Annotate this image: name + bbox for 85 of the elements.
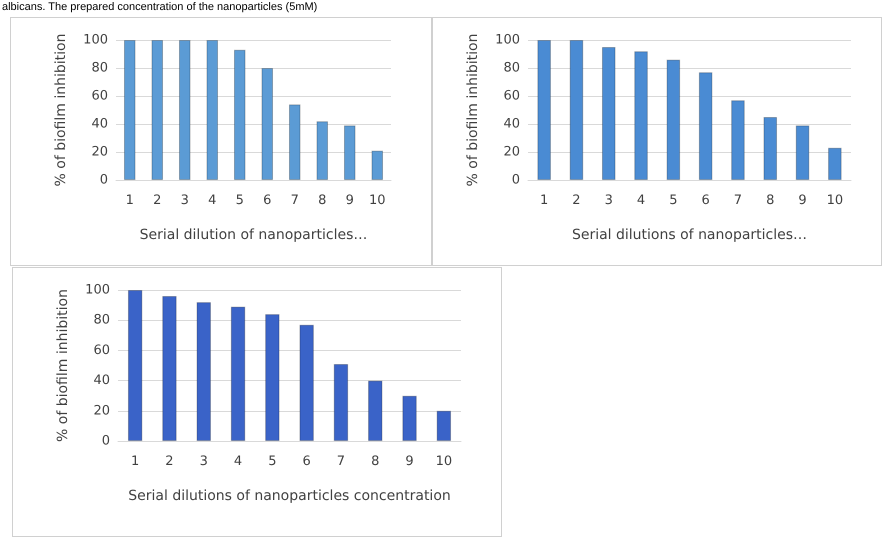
y-tick-label: 100 — [495, 32, 520, 48]
x-tick-label: 5 — [669, 193, 678, 208]
bar — [828, 148, 842, 180]
x-tick-label: 6 — [302, 454, 311, 469]
y-tick-label: 100 — [85, 282, 110, 298]
bar — [265, 314, 280, 441]
bar — [698, 72, 712, 180]
bar — [288, 104, 301, 180]
x-tick-label: 8 — [318, 193, 326, 208]
x-tick-label: 2 — [153, 193, 162, 208]
x-tick-label: 3 — [200, 454, 208, 469]
x-tick-label: 8 — [371, 454, 380, 469]
y-tick-label: 80 — [93, 312, 110, 328]
bar — [796, 125, 810, 180]
bar — [602, 47, 616, 180]
y-tick-label: 0 — [102, 434, 110, 448]
x-tick-label: 5 — [236, 193, 244, 208]
y-tick-label: 20 — [93, 403, 110, 418]
x-tick-label: 6 — [263, 193, 272, 208]
x-tick-label: 5 — [268, 454, 276, 469]
y-tick-label: 80 — [503, 60, 520, 76]
y-tick-label: 0 — [512, 172, 520, 188]
x-tick-label: 4 — [636, 193, 646, 208]
x-tick-label: 10 — [368, 193, 386, 208]
x-tick-label: 1 — [126, 193, 134, 208]
x-tick-label: 7 — [336, 454, 346, 469]
bar — [371, 150, 384, 180]
bar — [234, 50, 246, 180]
bar — [261, 68, 274, 180]
bar — [666, 60, 680, 180]
y-axis-title: % of biofilm inhibition — [465, 34, 481, 186]
y-tick-label: 100 — [83, 32, 108, 48]
x-tick-label: 3 — [604, 193, 613, 208]
y-tick-label: 40 — [91, 116, 108, 132]
x-axis-title: Serial dilutions of nanoparticles… — [572, 227, 808, 243]
x-tick-label: 3 — [180, 193, 189, 208]
bar — [196, 302, 211, 441]
x-tick-label: 9 — [346, 193, 354, 208]
y-tick-label: 0 — [100, 172, 108, 188]
bar — [128, 290, 142, 441]
bar — [334, 364, 348, 441]
x-tick-label: 8 — [766, 193, 774, 208]
bar — [537, 40, 551, 180]
x-tick-label: 7 — [734, 193, 742, 208]
bar — [344, 125, 356, 180]
y-tick-label: 40 — [503, 116, 520, 132]
x-tick-label: 9 — [405, 454, 414, 469]
x-tick-label: 9 — [798, 193, 807, 208]
bar — [230, 306, 246, 441]
x-axis-title: Serial dilutions of nanoparticles concentration — [128, 488, 451, 504]
y-tick-label: 20 — [503, 144, 520, 160]
x-axis-title: Serial dilution of nanoparticles… — [140, 227, 368, 243]
bar — [206, 40, 218, 180]
bar — [436, 410, 452, 441]
bar — [763, 117, 778, 180]
x-tick-label: 6 — [702, 193, 710, 208]
bar — [124, 40, 136, 180]
y-axis-title: % of biofilm inhibition — [53, 34, 69, 186]
y-tick-label: 20 — [91, 144, 108, 160]
y-tick-label: 60 — [91, 88, 108, 104]
y-tick-label: 80 — [91, 60, 108, 76]
bar — [731, 100, 745, 180]
x-tick-label: 2 — [165, 454, 174, 469]
x-tick-label: 10 — [826, 193, 844, 208]
x-tick-label: 1 — [131, 454, 140, 469]
text: albicans. The prepared concentration of the nanoparticles (5mM) — [2, 1, 318, 14]
bar — [299, 324, 314, 441]
x-tick-label: 4 — [208, 193, 216, 208]
y-tick-label: 60 — [503, 88, 520, 104]
y-tick-label: 40 — [93, 373, 110, 388]
bar — [368, 380, 382, 441]
bar — [178, 40, 191, 180]
y-tick-label: 60 — [93, 342, 110, 358]
x-tick-label: 4 — [234, 454, 242, 469]
bar — [402, 396, 417, 441]
x-tick-label: 1 — [540, 193, 548, 208]
bar — [316, 121, 328, 180]
x-tick-label: 7 — [290, 193, 299, 208]
bar — [634, 51, 648, 180]
x-tick-label: 2 — [572, 193, 581, 208]
y-axis-title: % of biofilm inhibition — [55, 289, 71, 442]
bar — [162, 296, 177, 441]
bar — [151, 40, 164, 180]
bar — [570, 40, 584, 180]
x-tick-label: 10 — [436, 454, 452, 469]
